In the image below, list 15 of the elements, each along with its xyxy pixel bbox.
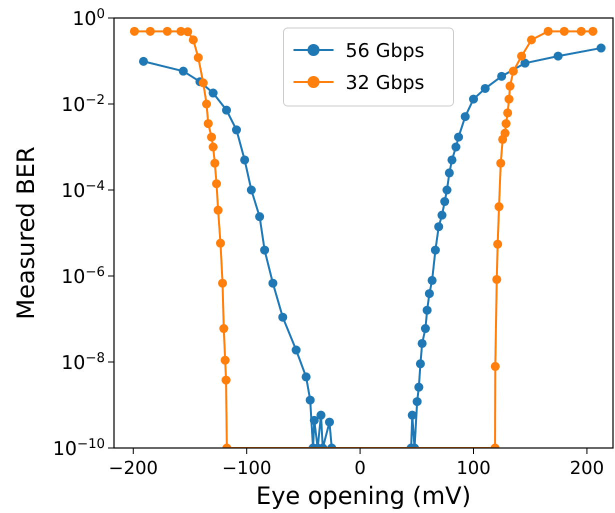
x-tick-label: 100 (456, 458, 491, 479)
x-axis-title: Eye opening (mV) (256, 482, 471, 510)
legend-label: 56 Gbps (346, 40, 424, 62)
y-axis-title: Measured BER (12, 146, 40, 320)
x-tick-label: 200 (570, 458, 604, 479)
x-tick-label: 0 (354, 458, 366, 479)
legend-label: 32 Gbps (346, 72, 424, 94)
y-tick-label: 10$^{−10}$ (52, 436, 105, 460)
y-tick-label: 10$^{0}$ (72, 6, 105, 30)
y-tick-label: 10$^{−4}$ (61, 178, 105, 202)
x-tick-label: −100 (222, 458, 272, 479)
y-tick-label: 10$^{−8}$ (61, 350, 105, 374)
x-tick-label: −200 (108, 458, 158, 479)
y-tick-label: 10$^{−2}$ (61, 92, 105, 116)
y-tick-label: 10$^{−6}$ (61, 264, 105, 288)
